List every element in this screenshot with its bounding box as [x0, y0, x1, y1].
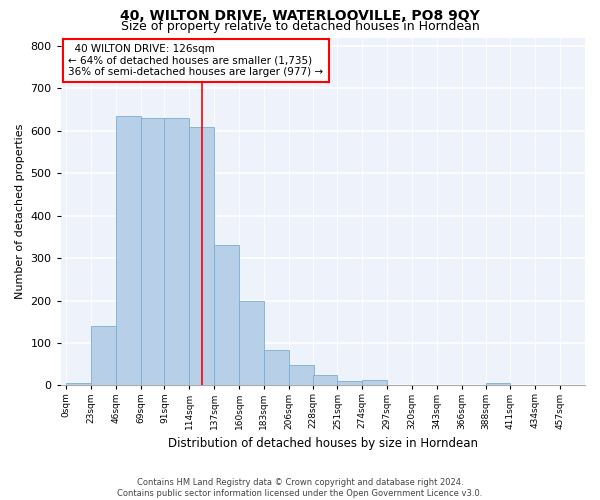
Text: 40, WILTON DRIVE, WATERLOOVILLE, PO8 9QY: 40, WILTON DRIVE, WATERLOOVILLE, PO8 9QY: [120, 9, 480, 23]
Bar: [190, 128, 214, 386]
Text: 40 WILTON DRIVE: 126sqm
← 64% of detached houses are smaller (1,735)
36% of semi: 40 WILTON DRIVE: 126sqm ← 64% of detache…: [68, 44, 323, 77]
Text: Contains HM Land Registry data © Crown copyright and database right 2024.
Contai: Contains HM Land Registry data © Crown c…: [118, 478, 482, 498]
X-axis label: Distribution of detached houses by size in Horndean: Distribution of detached houses by size …: [168, 437, 478, 450]
Y-axis label: Number of detached properties: Number of detached properties: [15, 124, 25, 299]
Bar: [337, 381, 362, 386]
Bar: [239, 302, 264, 386]
Bar: [116, 116, 141, 386]
Bar: [264, 350, 289, 386]
Text: Size of property relative to detached houses in Horndean: Size of property relative to detached ho…: [121, 20, 479, 33]
Bar: [164, 118, 190, 386]
Bar: [362, 380, 387, 386]
Bar: [214, 246, 239, 386]
Bar: [485, 383, 511, 386]
Bar: [141, 118, 166, 386]
Bar: [289, 365, 314, 386]
Bar: [91, 326, 116, 386]
Bar: [66, 383, 91, 386]
Bar: [313, 374, 337, 386]
